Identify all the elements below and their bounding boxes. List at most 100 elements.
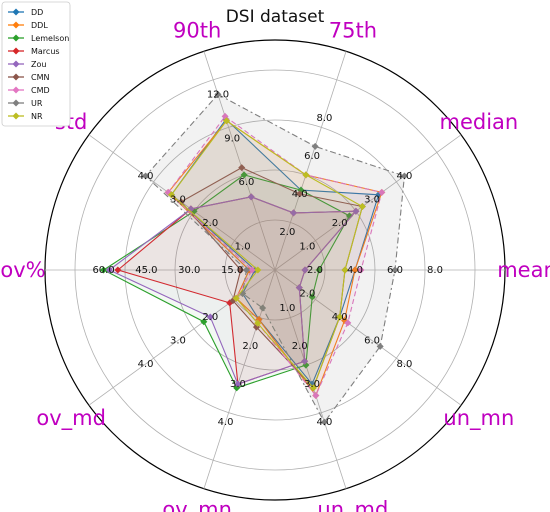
point-Zou-median (352, 207, 360, 215)
tick-ov_mn-2: 4.0 (218, 417, 234, 428)
point-NR-un_md (309, 384, 317, 392)
point-UR-un_mn (376, 342, 384, 350)
legend-marker-Marcus (12, 47, 20, 55)
tick-75th-3: 8.0 (316, 113, 332, 124)
point-CMD-un_mn (344, 319, 352, 327)
legend: DD DDL Lemelson Marcus Zou CMN CMD UR NR (1, 1, 71, 127)
tick-ov_md-2: 4.0 (138, 359, 154, 370)
tick-un_mn-0: 2.0 (299, 289, 315, 300)
point-CMN-90th (238, 164, 246, 172)
tick-median-1: 2.0 (332, 218, 348, 229)
tick-std-0: 1.0 (235, 241, 251, 252)
tick-median-0: 1.0 (299, 241, 315, 252)
point-CMN-std (177, 198, 185, 206)
tick-ov_md-1: 3.0 (170, 336, 186, 347)
tick-ov%-3: 60.0 (92, 265, 114, 276)
tick-90th-1: 9.0 (224, 133, 240, 144)
point-Lemelson-ov_md (200, 318, 208, 326)
axis-label-ov%: ov% (0, 258, 45, 282)
legend-marker-DDL (12, 21, 20, 29)
tick-90th-0: 6.0 (239, 177, 255, 188)
point-NR-mean (341, 266, 349, 274)
point-Zou-un_mn (295, 284, 303, 292)
tick-un_mn-1: 4.0 (332, 312, 348, 323)
spoke-median (274, 134, 462, 271)
tick-un_md-0: 1.0 (279, 303, 295, 314)
legend-label-CMD: CMD (31, 86, 50, 95)
legend-label-UR: UR (31, 99, 43, 108)
ticks-layer: 6.0 9.0 12.0 2.0 4.0 6.0 8.0 1.0 2.0 3.0 4.0 2.0 4.0… (92, 89, 443, 428)
chart-title: DSI dataset (226, 7, 325, 27)
tick-75th-1: 4.0 (292, 189, 308, 200)
point-NR-90th (223, 117, 231, 125)
axis-label-ov_mn: ov_mn (162, 498, 232, 512)
series-area-CMD (167, 115, 383, 397)
axis-label-ov_md: ov_md (36, 406, 106, 431)
tick-std-1: 2.0 (202, 218, 218, 229)
point-CMD-median (378, 188, 386, 196)
point-NR-75th (302, 171, 310, 179)
point-NR-std (167, 191, 175, 199)
point-Lemelson-un_mn (308, 293, 316, 301)
tick-mean-0: 2.0 (307, 265, 323, 276)
tick-un_mn-2: 6.0 (364, 336, 380, 347)
spoke-75th (274, 51, 347, 271)
legend-box (1, 1, 71, 127)
legend-marker-NR (12, 112, 20, 120)
point-CMN-ov% (237, 266, 245, 274)
spoke-90th (203, 51, 276, 271)
point-Lemelson-mean (315, 266, 323, 274)
point-UR-90th (214, 90, 222, 98)
point-Zou-90th (247, 193, 255, 201)
tick-mean-3: 8.0 (427, 265, 443, 276)
point-UR-median (400, 172, 408, 180)
legend-label-CMN: CMN (31, 73, 49, 82)
series-area-UR (144, 93, 405, 424)
spoke-un_md (274, 269, 347, 489)
point-UR-75th (311, 142, 319, 150)
tick-std-2: 3.0 (170, 194, 186, 205)
tick-ov%-2: 45.0 (135, 265, 157, 276)
point-Zou-ov% (105, 266, 113, 274)
tick-75th-2: 6.0 (304, 151, 320, 162)
point-NR-median (358, 203, 366, 211)
legend-marker-UR (12, 99, 20, 107)
tick-un_md-2: 3.0 (304, 379, 320, 390)
point-UR-std (142, 172, 150, 180)
legend-label-NR: NR (31, 112, 43, 121)
tick-75th-0: 2.0 (279, 227, 295, 238)
axis-label-un_md: un_md (317, 498, 388, 512)
point-Marcus-ov% (114, 266, 122, 274)
point-Zou-un_md (301, 357, 309, 365)
legend-label-DDL: DDL (31, 21, 48, 30)
tick-ov%-1: 30.0 (178, 265, 200, 276)
series-layer (100, 90, 408, 426)
point-Lemelson-90th (240, 171, 248, 179)
axis-label-mean: mean (497, 258, 550, 282)
point-CMN-75th (296, 190, 304, 198)
tick-mean-2: 6.0 (387, 265, 403, 276)
tick-un_mn-3: 8.0 (396, 359, 412, 370)
tick-un_md-1: 2.0 (292, 341, 308, 352)
point-CMD-un_md (312, 392, 320, 400)
legend-marker-Zou (12, 60, 20, 68)
point-Lemelson-median (345, 212, 353, 220)
point-Zou-ov_md (206, 313, 214, 321)
tick-std-3: 4.0 (138, 171, 154, 182)
legend-label-Marcus: Marcus (31, 47, 60, 56)
point-CMD-ov% (248, 266, 256, 274)
point-UR-ov% (242, 266, 250, 274)
tick-ov%-0: 15.0 (221, 265, 243, 276)
point-Zou-ov_mn (234, 380, 242, 388)
tick-90th-2: 12.0 (207, 89, 229, 100)
point-Lemelson-ov% (100, 266, 108, 274)
point-NR-ov_mn (254, 319, 262, 327)
tick-un_md-3: 4.0 (316, 417, 332, 428)
point-UR-ov_mn (259, 304, 267, 312)
axis-label-75th: 75th (329, 18, 377, 42)
axis-label-layer: 90th 75th median mean un_mn un_md ov_mn ov_md ov… (0, 18, 550, 512)
legend-marker-CMN (12, 73, 20, 81)
legend-label-DD: DD (31, 8, 43, 17)
point-DDL-mean (351, 266, 359, 274)
